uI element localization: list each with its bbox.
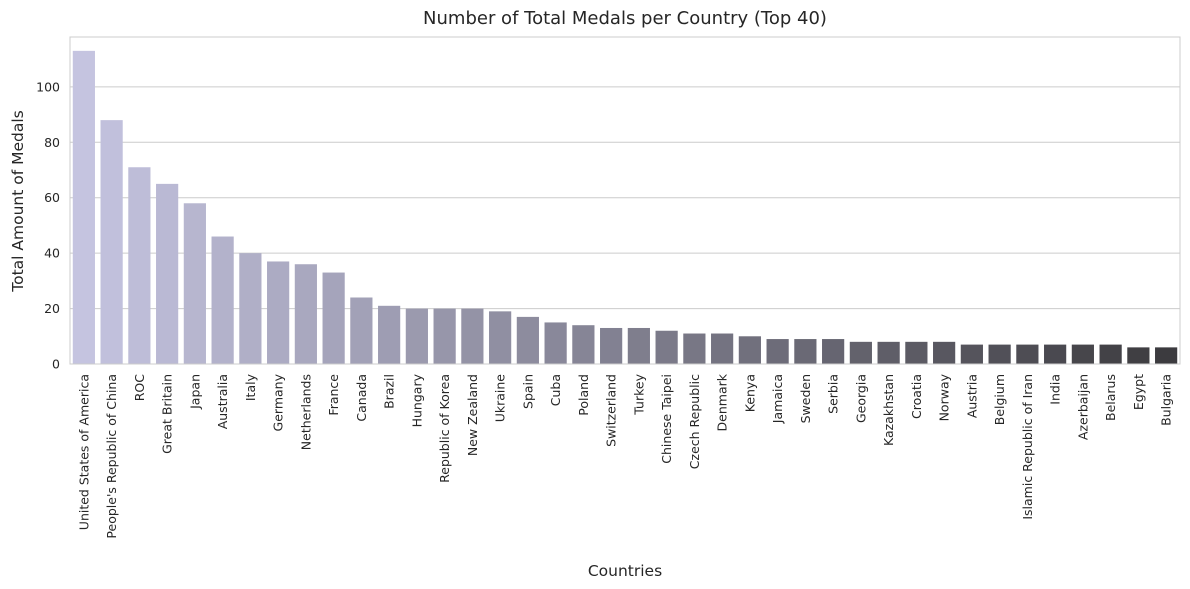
bar — [655, 330, 678, 364]
y-tick-labels: 0 20 40 60 80 100 — [36, 79, 60, 371]
x-tick-label: Canada — [354, 374, 369, 422]
x-tick-label: Kazakhstan — [881, 374, 896, 446]
bar — [544, 322, 567, 364]
x-tick-label: Georgia — [853, 374, 868, 423]
x-tick-label: Switzerland — [604, 374, 619, 447]
bar — [433, 308, 456, 364]
bar — [1127, 347, 1150, 364]
y-tick-label: 80 — [44, 135, 60, 150]
x-tick-label: Great Britain — [160, 374, 175, 454]
bar — [683, 333, 706, 364]
x-tick-label: Turkey — [631, 373, 646, 415]
y-tick-label: 20 — [44, 301, 60, 316]
bar — [849, 341, 872, 364]
x-tick-label: New Zealand — [465, 374, 480, 456]
x-tick-label: Republic of Korea — [437, 374, 452, 483]
bar — [933, 341, 956, 364]
x-tick-label: Japan — [187, 374, 202, 410]
x-tick-label: Austria — [964, 374, 979, 418]
bar — [405, 308, 428, 364]
x-tick-label: Azerbaijan — [1075, 374, 1090, 440]
x-tick-label: Denmark — [715, 373, 730, 431]
bar — [267, 261, 290, 364]
y-tick-label: 0 — [52, 357, 60, 372]
bar — [378, 305, 401, 364]
x-tick-label: Kenya — [742, 374, 757, 412]
bar — [239, 253, 262, 364]
bar — [711, 333, 734, 364]
bar — [572, 325, 595, 364]
y-axis-label: Total Amount of Medals — [9, 110, 27, 292]
x-tick-label: India — [1048, 374, 1063, 405]
x-axis-label: Countries — [588, 562, 662, 580]
bar — [877, 341, 900, 364]
bar — [627, 327, 650, 364]
bar — [350, 297, 373, 364]
x-tick-label: Croatia — [909, 374, 924, 419]
bar — [1155, 347, 1178, 364]
x-tick-label: Hungary — [409, 373, 424, 427]
bars — [72, 50, 1178, 365]
y-tick-label: 40 — [44, 246, 60, 261]
x-tick-label: Serbia — [826, 374, 841, 414]
x-tick-label: ROC — [132, 374, 147, 402]
x-tick-label: Egypt — [1131, 374, 1146, 410]
x-tick-label: Islamic Republic of Iran — [1020, 374, 1035, 520]
y-tick-label: 100 — [36, 79, 60, 94]
x-tick-label: Australia — [215, 374, 230, 429]
bar — [183, 203, 206, 364]
bar — [516, 316, 539, 364]
x-tick-label: Germany — [271, 373, 286, 431]
bar — [72, 50, 95, 365]
x-tick-label: Czech Republic — [687, 374, 702, 469]
x-tick-label: People's Republic of China — [104, 374, 119, 539]
x-tick-label: Cuba — [548, 374, 563, 406]
x-tick-label: Poland — [576, 374, 591, 416]
bar — [738, 336, 761, 364]
bar — [461, 308, 484, 364]
bar — [905, 341, 928, 364]
chart-title: Number of Total Medals per Country (Top … — [423, 8, 827, 29]
bar — [766, 339, 789, 364]
x-tick-label: Netherlands — [298, 374, 313, 450]
x-tick-labels: United States of America People's Republi… — [76, 373, 1173, 538]
x-tick-label: Ukraine — [493, 374, 508, 423]
bar — [600, 327, 623, 364]
bar — [1044, 344, 1067, 364]
x-tick-label: Sweden — [798, 374, 813, 423]
x-tick-label: Bulgaria — [1159, 374, 1174, 426]
bar — [294, 264, 317, 364]
x-tick-label: France — [326, 374, 341, 416]
y-gridlines — [70, 86, 1180, 365]
bar — [322, 272, 345, 364]
x-tick-label: Jamaica — [770, 374, 785, 424]
plot-frame — [69, 36, 1181, 365]
bar — [822, 339, 845, 364]
bar — [1016, 344, 1039, 364]
x-tick-label: Norway — [937, 373, 952, 421]
bar — [128, 167, 151, 364]
bar — [988, 344, 1011, 364]
bar — [211, 236, 234, 364]
bar — [794, 339, 817, 364]
x-tick-label: United States of America — [76, 374, 91, 530]
x-tick-label: Brazil — [382, 374, 397, 409]
x-tick-label: Belgium — [992, 374, 1007, 425]
bar — [489, 311, 512, 364]
bar — [960, 344, 983, 364]
x-tick-label: Belarus — [1103, 374, 1118, 421]
bar — [156, 183, 179, 364]
bar — [100, 120, 123, 364]
x-tick-label: Spain — [520, 374, 535, 409]
bar — [1071, 344, 1094, 364]
x-tick-label: Chinese Taipei — [659, 374, 674, 464]
y-tick-label: 60 — [44, 190, 60, 205]
x-tick-label: Italy — [243, 373, 258, 401]
bar — [1099, 344, 1122, 364]
